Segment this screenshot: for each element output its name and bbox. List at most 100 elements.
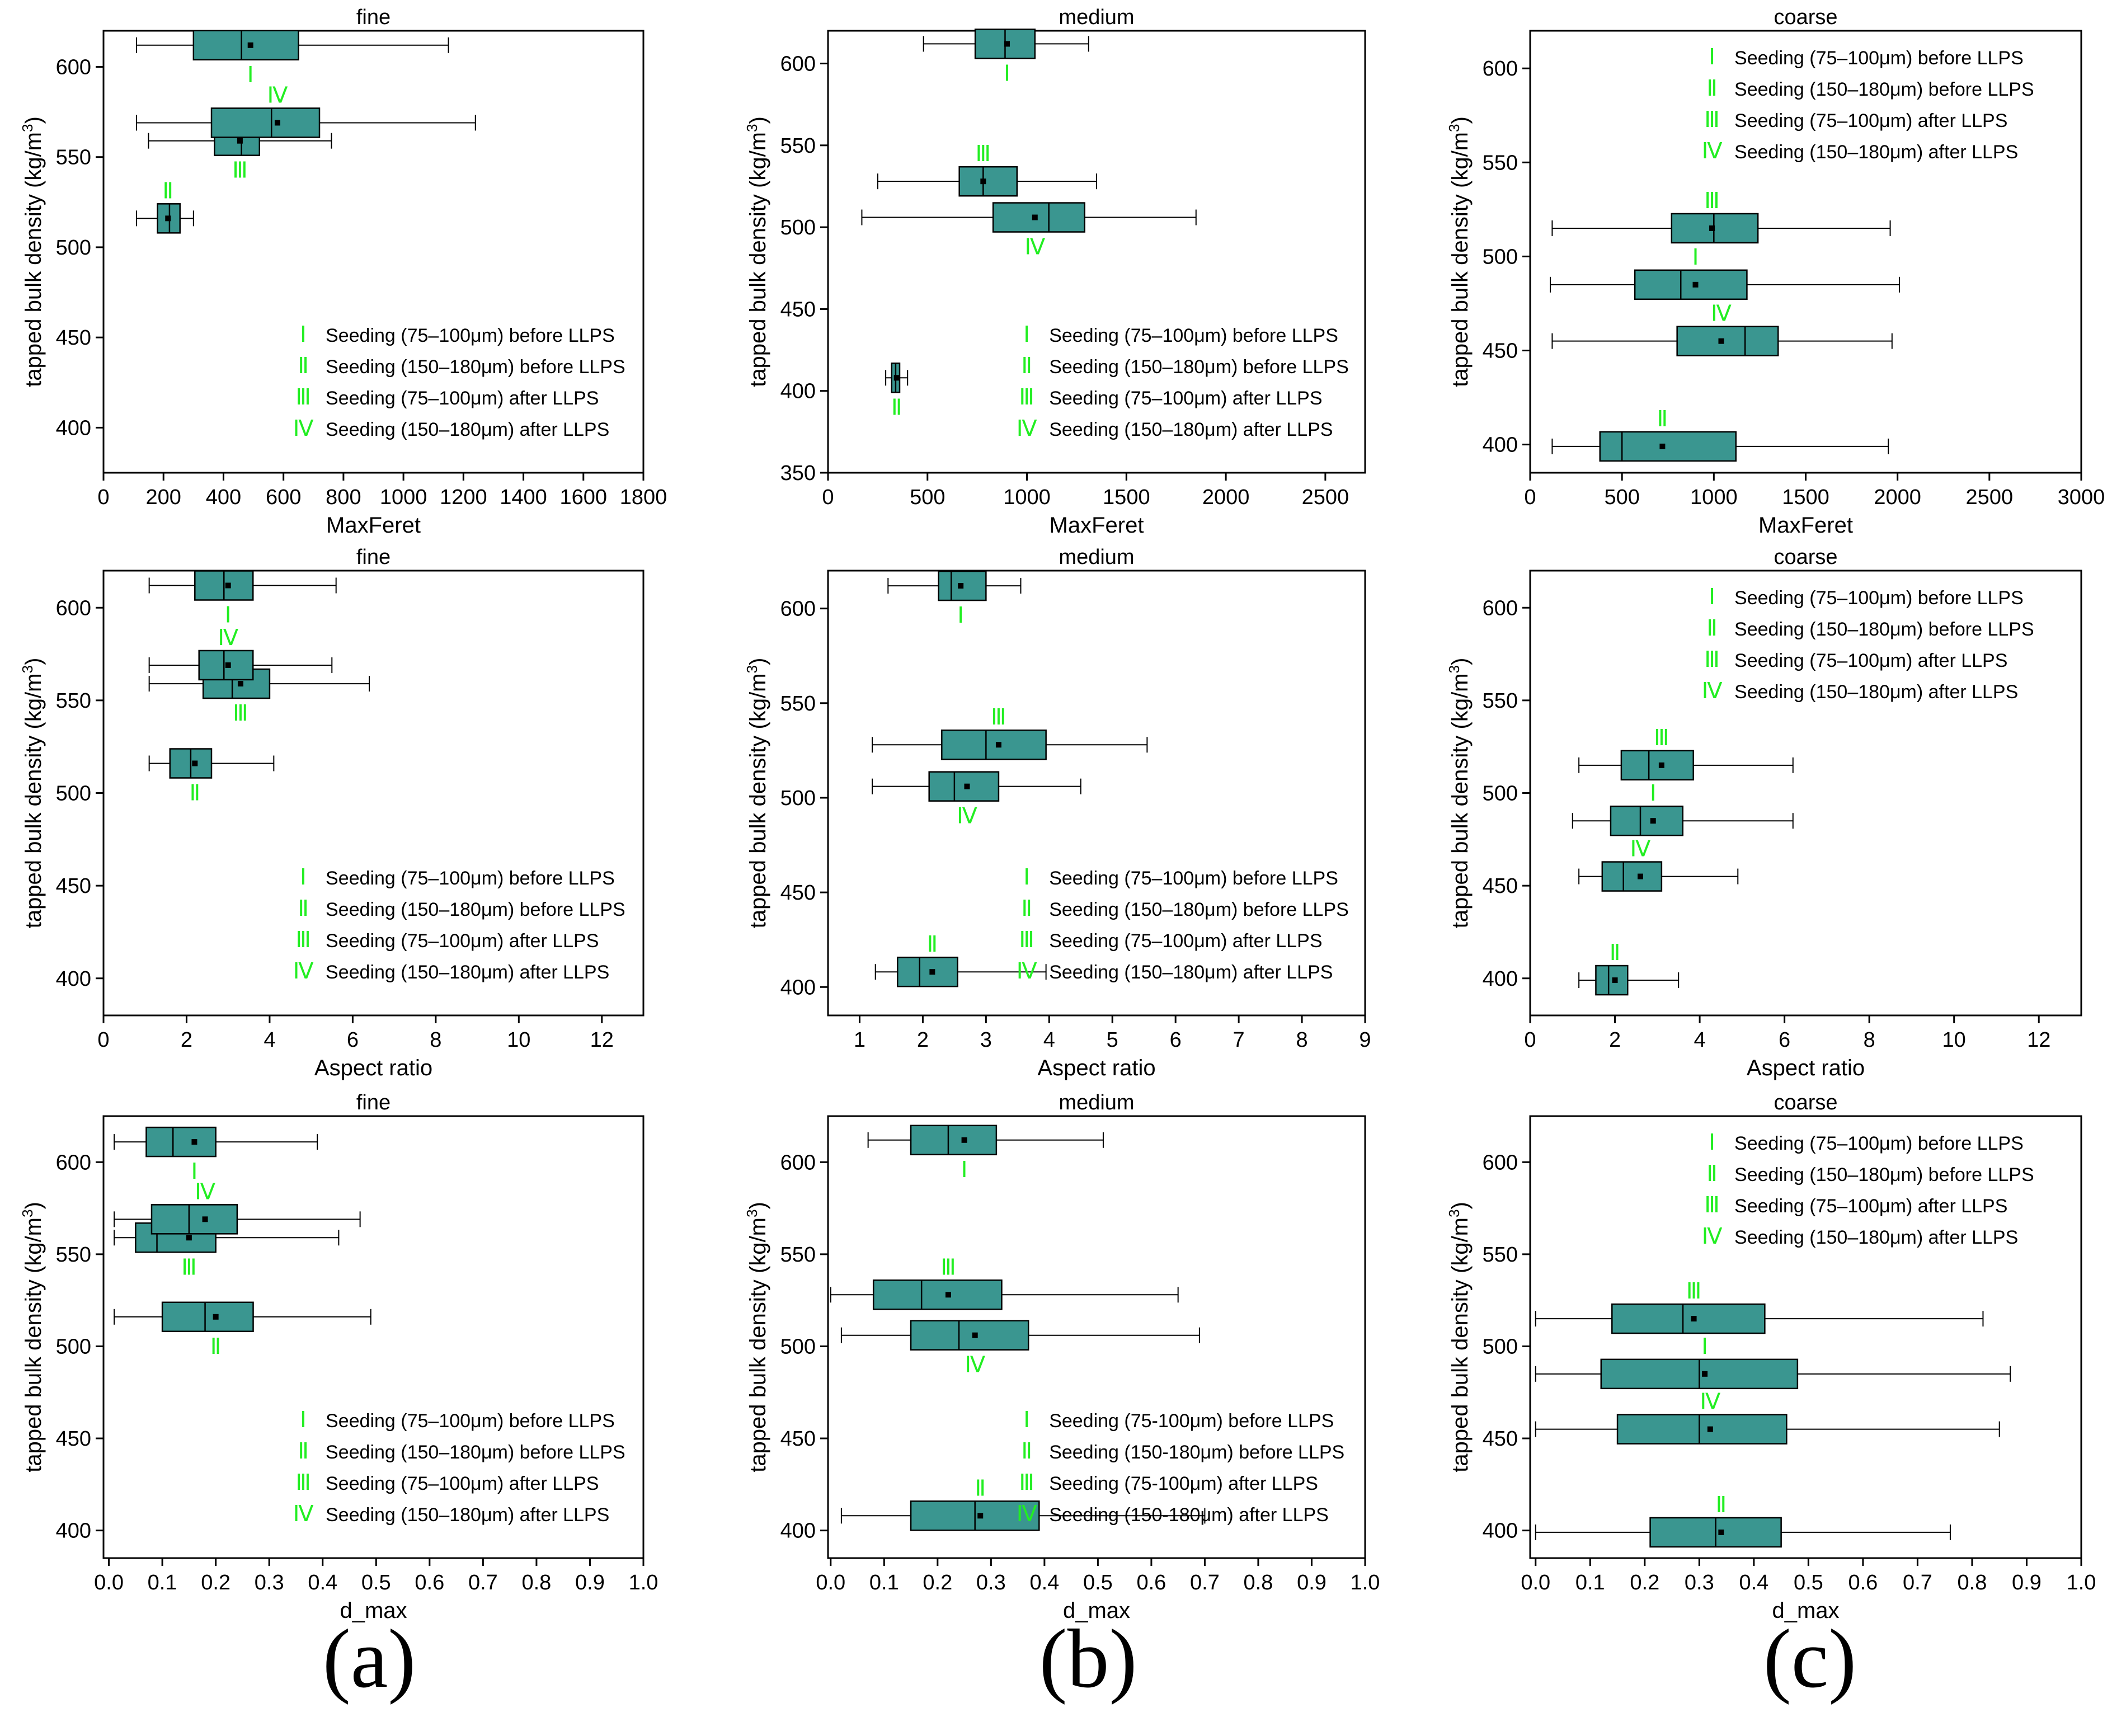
x-axis-title: MaxFeret — [326, 513, 421, 538]
box-II: Ⅱ — [840, 1475, 1206, 1531]
legend-label-III: Seeding (75–100μm) after LLPS — [326, 388, 599, 409]
x-tick-label: 1600 — [560, 486, 608, 509]
legend-marker-III: Ⅲ — [295, 927, 311, 952]
y-tick-label: 450 — [56, 874, 91, 898]
box-IV: Ⅳ — [1551, 301, 1893, 356]
x-tick-label: 0.5 — [1794, 1571, 1823, 1594]
group-label: Ⅲ — [233, 700, 248, 726]
mean-marker — [929, 969, 935, 975]
mean-marker — [980, 178, 986, 185]
legend-marker-IV: Ⅳ — [1702, 1224, 1723, 1249]
x-tick-label: 400 — [206, 486, 241, 509]
group-label: Ⅲ — [232, 158, 248, 183]
legend-label-III: Seeding (75–100μm) after LLPS — [1049, 930, 1322, 952]
x-tick-label: 1.0 — [2067, 1571, 2096, 1594]
box-IV: Ⅳ — [1578, 836, 1739, 892]
x-tick-label: 0.0 — [816, 1571, 845, 1594]
mean-marker — [1659, 443, 1666, 449]
y-tick-label: 550 — [56, 146, 91, 170]
y-tick-label: 350 — [780, 462, 816, 485]
legend-label-II: Seeding (150–180μm) before LLPS — [1734, 619, 2034, 640]
x-axis-title: MaxFeret — [1050, 513, 1144, 538]
legend-marker-I: Ⅰ — [1023, 1407, 1030, 1432]
box-I: Ⅰ — [887, 570, 1022, 628]
x-tick-label: 1000 — [1690, 486, 1738, 509]
y-tick-label: 600 — [780, 1151, 816, 1174]
legend-label-IV: Seeding (150–180μm) after LLPS — [326, 1504, 609, 1526]
x-tick-label: 6 — [347, 1028, 359, 1052]
x-tick-label: 0.9 — [575, 1571, 605, 1594]
y-axis-title: tapped bulk density (kg/m3) — [1446, 658, 1473, 929]
x-tick-label: 0.5 — [1083, 1571, 1113, 1594]
x-tick-label: 0.1 — [148, 1571, 177, 1594]
x-tick-label: 0.7 — [468, 1571, 498, 1594]
group-label: Ⅱ — [975, 1475, 986, 1500]
legend-label-I: Seeding (75-100μm) before LLPS — [1049, 1410, 1334, 1432]
legend: Ⅰ Seeding (75-100μm) before LLPS Ⅱ Seeding … — [1017, 1407, 1344, 1526]
mean-marker — [202, 1216, 208, 1222]
y-tick-label: 500 — [56, 236, 91, 260]
group-label: Ⅰ — [961, 1157, 968, 1182]
x-tick-label: 1500 — [1103, 486, 1150, 509]
legend-label-II: Seeding (150–180μm) before LLPS — [1049, 356, 1349, 378]
group-label: Ⅰ — [191, 1159, 198, 1184]
legend-marker-II: Ⅱ — [1706, 615, 1718, 641]
mean-marker — [213, 1314, 219, 1320]
panel-label-a: (a) — [322, 1612, 416, 1705]
x-axis-title: Aspect ratio — [1037, 1056, 1155, 1080]
iqr-box — [1595, 965, 1629, 996]
group-label: Ⅳ — [1711, 301, 1732, 326]
iqr-box — [1616, 1414, 1788, 1445]
chart-fine-aspect: fine 0 2 4 6 8 10 12 400 450 500 550 600 Aspect ratio… — [19, 545, 645, 1080]
y-axis-title: tapped bulk density (kg/m3) — [744, 116, 770, 387]
panel-label-b: (b) — [1039, 1612, 1137, 1705]
y-tick-label: 400 — [1483, 967, 1518, 991]
panel-label-c: (c) — [1763, 1612, 1857, 1705]
y-axis-title: tapped bulk density (kg/m3) — [744, 1202, 770, 1472]
x-tick-label: 4 — [1694, 1028, 1706, 1052]
iqr-box — [992, 202, 1085, 233]
x-axis-title: d_max — [1063, 1598, 1130, 1623]
x-tick-label: 5 — [1107, 1028, 1118, 1052]
legend-marker-II: Ⅱ — [298, 896, 309, 921]
x-tick-label: 3 — [980, 1028, 992, 1052]
x-tick-label: 200 — [146, 486, 181, 509]
box-I: Ⅰ — [867, 1125, 1104, 1182]
mean-marker — [192, 760, 198, 766]
x-tick-label: 0.4 — [1739, 1571, 1768, 1594]
iqr-box — [150, 1204, 238, 1235]
legend-marker-I: Ⅰ — [300, 864, 307, 890]
legend-marker-III: Ⅲ — [1019, 1470, 1034, 1495]
y-tick-label: 400 — [780, 976, 816, 999]
x-tick-label: 800 — [326, 486, 361, 509]
legend-marker-IV: Ⅳ — [293, 416, 314, 441]
mean-marker — [247, 42, 253, 48]
chart-fine-maxferet: fine 0 200 400 600 800 1000 1200 1400 1600 1800 400… — [19, 6, 667, 538]
y-tick-label: 600 — [56, 55, 91, 79]
y-axis-title: tapped bulk density (kg/m3) — [1446, 116, 1473, 387]
y-tick-label: 600 — [56, 1151, 91, 1174]
legend: Ⅰ Seeding (75–100μm) before LLPS Ⅱ Seeding … — [1702, 44, 2034, 163]
y-tick-label: 450 — [56, 1427, 91, 1451]
y-tick-label: 600 — [780, 53, 816, 76]
box-IV: Ⅳ — [114, 1179, 361, 1235]
x-tick-label: 1400 — [500, 486, 547, 509]
legend-marker-I: Ⅰ — [1709, 44, 1715, 69]
legend-label-II: Seeding (150–180μm) before LLPS — [1049, 899, 1349, 920]
x-tick-label: 1200 — [440, 486, 487, 509]
x-tick-label: 7 — [1233, 1028, 1245, 1052]
legend-label-II: Seeding (150–180μm) before LLPS — [1734, 1164, 2034, 1185]
y-tick-label: 550 — [780, 134, 816, 158]
mean-marker — [945, 1292, 951, 1298]
legend-marker-III: Ⅲ — [1704, 107, 1720, 132]
iqr-box — [1634, 269, 1748, 300]
mean-marker — [165, 215, 171, 222]
mean-marker — [186, 1235, 192, 1241]
x-tick-label: 0.4 — [308, 1571, 337, 1594]
y-tick-label: 450 — [56, 326, 91, 350]
group-label: Ⅱ — [927, 931, 938, 957]
x-axis-title: d_max — [1772, 1598, 1839, 1623]
x-tick-label: 0.0 — [94, 1571, 124, 1594]
x-tick-label: 0.6 — [415, 1571, 444, 1594]
chart-title: coarse — [1774, 1091, 1837, 1114]
